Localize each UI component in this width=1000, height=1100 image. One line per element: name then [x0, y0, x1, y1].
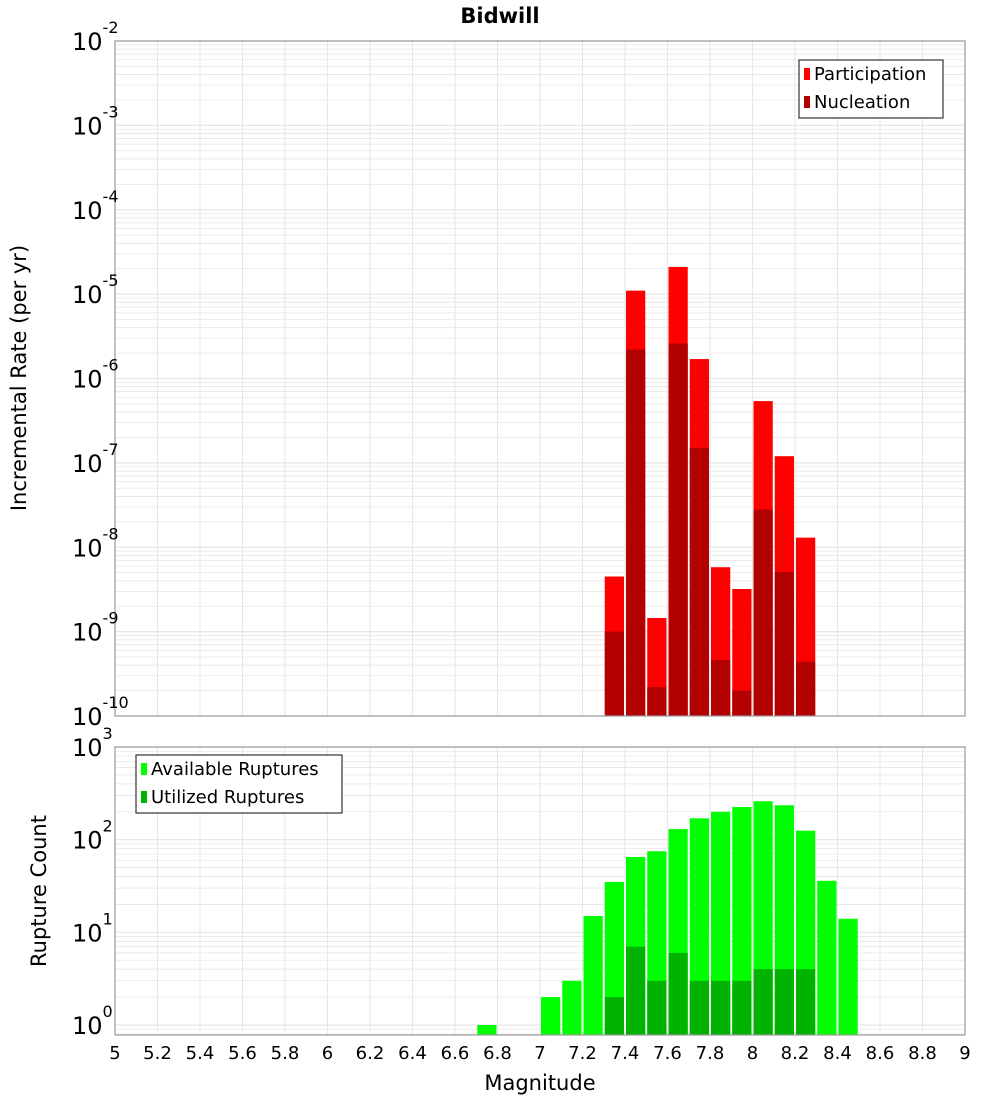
- y-tick-label: 100: [72, 1002, 113, 1040]
- available-bar: [562, 980, 582, 1035]
- available-bar: [477, 1025, 497, 1035]
- available-bar: [732, 807, 752, 1035]
- y-tick-label: 102: [72, 817, 113, 855]
- nucleation-bar: [732, 690, 752, 716]
- available-bar: [711, 811, 731, 1035]
- x-tick-label: 6.4: [398, 1043, 427, 1064]
- x-tick-label: 5.8: [271, 1043, 300, 1064]
- x-tick-label: 5.6: [228, 1043, 257, 1064]
- x-tick-label: 7: [534, 1043, 545, 1064]
- available-bar: [838, 918, 858, 1035]
- x-tick-label: 7.8: [696, 1043, 725, 1064]
- utilized-bar: [774, 969, 794, 1035]
- utilized-bar: [689, 980, 709, 1035]
- x-tick-label: 7.4: [611, 1043, 640, 1064]
- available-bar: [583, 916, 603, 1035]
- nucleation-bar: [647, 687, 667, 716]
- nucleation-bar: [796, 661, 816, 716]
- x-tick-label: 6.2: [356, 1043, 385, 1064]
- x-tick-label: 5: [109, 1043, 120, 1064]
- x-tick-label: 6: [322, 1043, 333, 1064]
- y-tick-label: 10-7: [72, 440, 119, 478]
- y-tick-label: 10-5: [72, 271, 119, 309]
- utilized-bar: [626, 946, 646, 1035]
- x-tick-label: 8.4: [823, 1043, 852, 1064]
- x-tick-label: 8.8: [908, 1043, 937, 1064]
- available-bar: [541, 997, 561, 1035]
- top-y-axis-label: Incremental Rate (per yr): [7, 245, 31, 511]
- x-axis-label: Magnitude: [484, 1071, 595, 1095]
- legend-swatch: [804, 96, 810, 108]
- utilized-bar: [647, 980, 667, 1035]
- x-tick-label: 5.2: [143, 1043, 172, 1064]
- utilized-bar: [668, 952, 688, 1035]
- nucleation-bar: [604, 631, 624, 716]
- participation-bar: [732, 589, 752, 716]
- y-tick-label: 10-9: [72, 609, 119, 647]
- nucleation-bar: [668, 343, 688, 716]
- legend-label: Participation: [814, 64, 926, 85]
- nucleation-bar: [753, 509, 773, 716]
- legend-label: Utilized Ruptures: [151, 787, 304, 808]
- legend-swatch: [141, 791, 147, 803]
- utilized-bar: [732, 980, 752, 1035]
- legend: Participation Nucleation: [798, 59, 944, 119]
- nucleation-bar: [711, 660, 731, 716]
- nucleation-bar: [626, 349, 646, 716]
- x-tick-label: 6.8: [483, 1043, 512, 1064]
- nucleation-bar: [689, 448, 709, 716]
- x-tick-label: 7.2: [568, 1043, 597, 1064]
- x-tick-label: 8.2: [781, 1043, 810, 1064]
- rupture-count-panel: 100 101 102 103 Available Ruptures Utilized R…: [72, 724, 966, 1040]
- legend-box: [135, 754, 343, 814]
- legend: Available Ruptures Utilized Ruptures: [135, 754, 343, 814]
- utilized-bar: [604, 997, 624, 1035]
- legend-box: [798, 59, 944, 119]
- bottom-y-axis-label: Rupture Count: [27, 815, 51, 967]
- y-tick-label: 101: [72, 909, 113, 947]
- utilized-bar: [753, 969, 773, 1035]
- y-tick-label: 103: [72, 724, 113, 762]
- y-tick-label: 10-8: [72, 524, 119, 562]
- chart-title: Bidwill: [460, 4, 539, 28]
- x-tick-label: 8: [747, 1043, 758, 1064]
- utilized-bar: [796, 969, 816, 1035]
- y-tick-label: 10-10: [72, 693, 129, 731]
- legend-label: Nucleation: [814, 92, 910, 113]
- y-tick-label: 10-2: [72, 18, 119, 56]
- y-tick-label: 10-4: [72, 187, 119, 225]
- x-tick-label: 8.6: [866, 1043, 895, 1064]
- rate-panel: 10-10 10-9 10-8 10-7 10-6 10-5 10-4 10-3 10-2 Par…: [72, 18, 966, 731]
- plot-frame: [114, 40, 966, 717]
- x-tick-label: 5.4: [186, 1043, 215, 1064]
- utilized-bar: [711, 980, 731, 1035]
- available-bar: [817, 880, 837, 1035]
- x-tick-label: 9: [959, 1043, 970, 1064]
- available-bar: [604, 881, 624, 1035]
- x-tick-label: 6.6: [441, 1043, 470, 1064]
- nucleation-bar: [774, 571, 794, 716]
- plot-frame: [114, 746, 966, 1036]
- y-tick-label: 10-3: [72, 102, 119, 140]
- x-tick-label: 7.6: [653, 1043, 682, 1064]
- y-tick-label: 10-6: [72, 356, 119, 394]
- legend-label: Available Ruptures: [151, 759, 319, 780]
- legend-swatch: [141, 763, 147, 775]
- legend-swatch: [804, 68, 810, 80]
